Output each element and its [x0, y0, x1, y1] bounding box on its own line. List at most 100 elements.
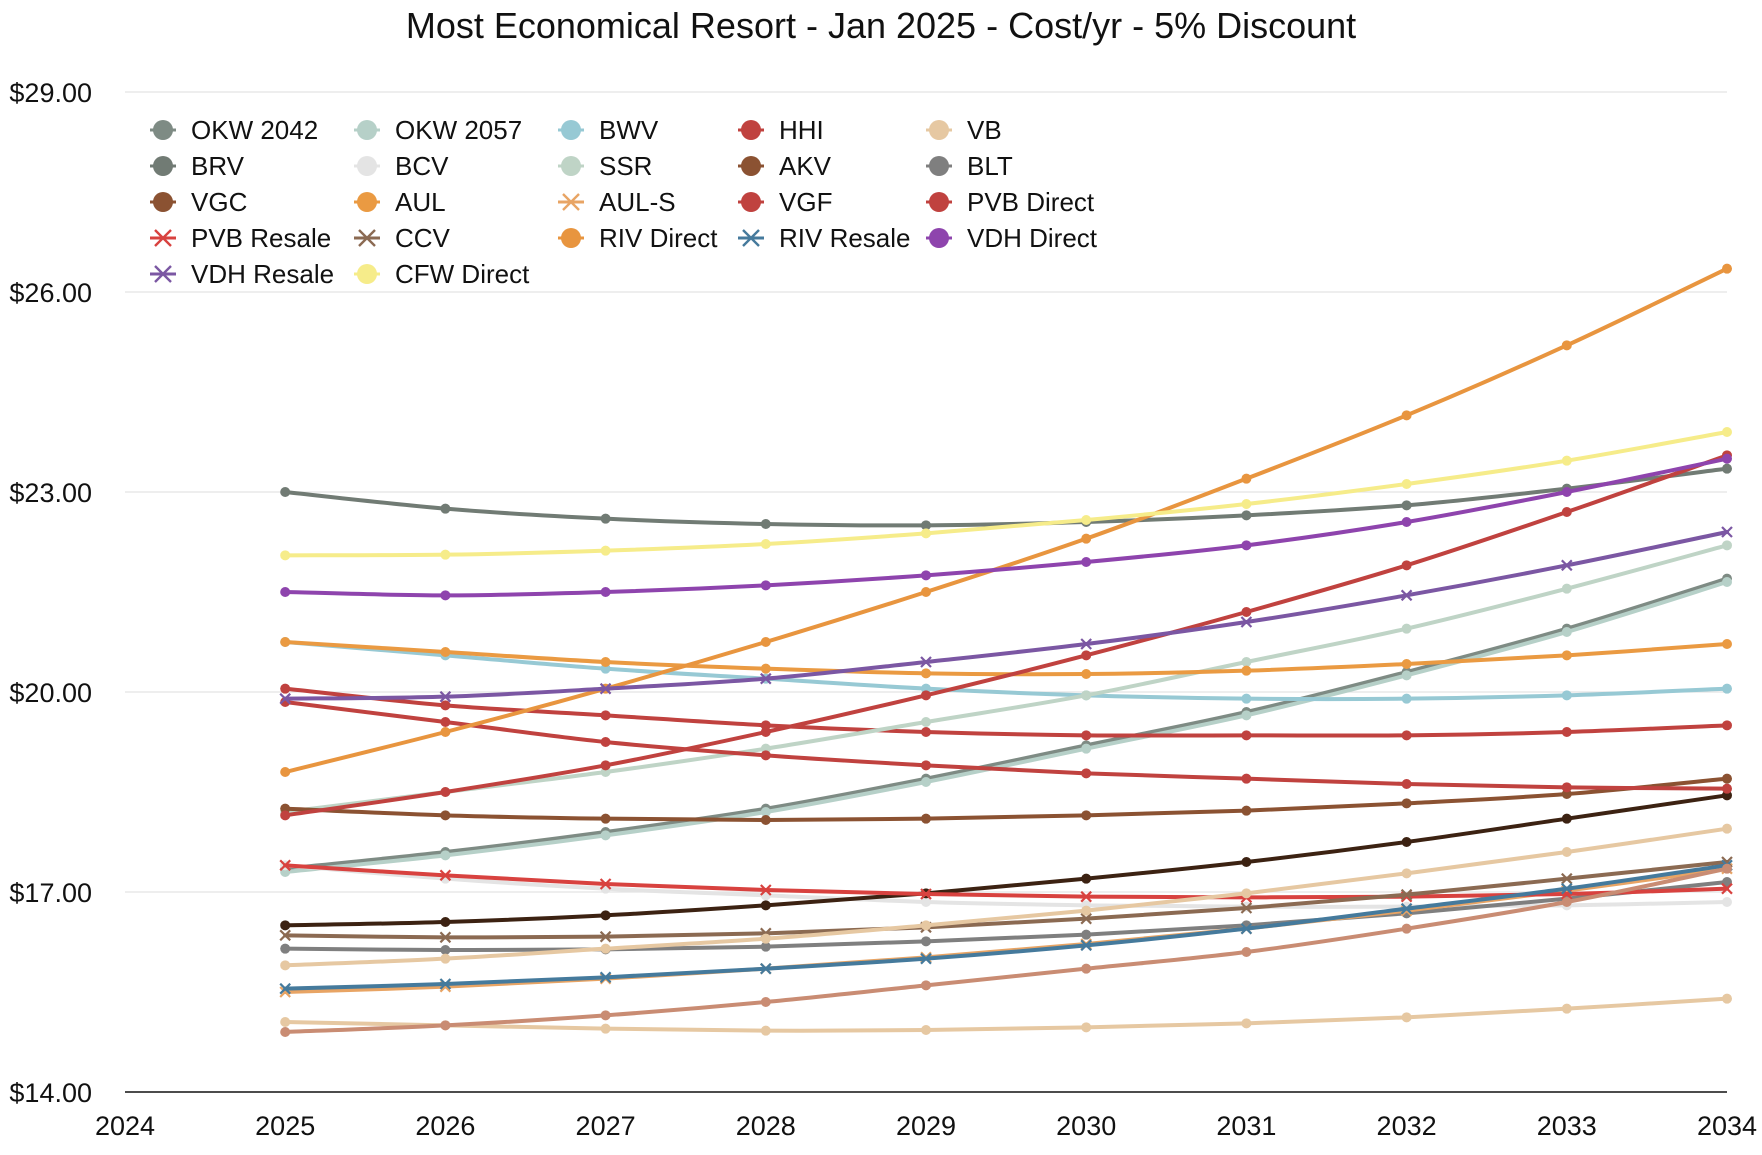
data-point	[1081, 557, 1092, 567]
data-point	[1081, 905, 1092, 916]
data-point	[921, 920, 931, 931]
data-point	[921, 777, 931, 787]
chart-title: Most Economical Resort - Jan 2025 - Cost…	[406, 5, 1356, 46]
data-point	[280, 920, 291, 931]
legend-item-aul[interactable]: AUL	[354, 187, 446, 217]
data-point	[439, 978, 452, 990]
legend-item-aul-s[interactable]: AUL-S	[558, 187, 676, 217]
legend-item-okw-2057[interactable]: OKW 2057	[354, 115, 522, 145]
legend-item-ssr[interactable]: SSR	[558, 151, 652, 181]
data-point	[1401, 779, 1412, 789]
data-point	[1561, 1003, 1572, 1014]
series-line	[283, 996, 1729, 1033]
data-point	[921, 813, 931, 824]
series-line	[283, 466, 1729, 528]
data-point	[921, 1025, 931, 1035]
legend-label: SSR	[599, 151, 652, 181]
data-point	[280, 1017, 291, 1027]
data-point	[600, 830, 611, 841]
legend-item-vdh-direct[interactable]: VDH Direct	[926, 223, 1098, 253]
legend-label: VGC	[191, 187, 247, 217]
data-point	[1401, 517, 1412, 527]
data-point	[1401, 623, 1412, 634]
data-point	[1401, 500, 1412, 511]
data-point	[1241, 510, 1252, 521]
legend-item-bwv[interactable]: BWV	[558, 115, 659, 145]
data-point	[279, 859, 291, 872]
x-tick-label: 2025	[255, 1111, 315, 1141]
legend-item-vgc[interactable]: VGC	[150, 187, 247, 217]
data-point	[1722, 540, 1732, 551]
data-point	[1561, 627, 1572, 637]
data-point	[280, 587, 291, 597]
data-point	[280, 767, 291, 777]
data-point	[1561, 813, 1572, 824]
data-point	[760, 580, 771, 591]
legend-item-brv[interactable]: BRV	[150, 151, 245, 181]
series-line	[283, 266, 1729, 774]
series-ccv	[279, 856, 1733, 944]
data-point	[600, 710, 611, 721]
data-point	[1241, 665, 1252, 676]
legend-x-marker	[154, 229, 172, 247]
data-point	[440, 503, 451, 514]
legend-item-vgf[interactable]: VGF	[738, 187, 832, 217]
data-point	[440, 953, 451, 964]
series-riv-direct	[280, 263, 1732, 777]
data-point	[1241, 657, 1252, 667]
y-tick-label: $17.00	[9, 878, 92, 908]
y-tick-label: $20.00	[9, 678, 92, 708]
legend-circle-marker	[153, 120, 173, 140]
legend-label: CCV	[395, 223, 451, 253]
legend-item-akv[interactable]: AKV	[738, 151, 832, 181]
legend-item-riv-direct[interactable]: RIV Direct	[558, 223, 718, 253]
legend-circle-marker	[929, 156, 949, 176]
data-point	[1401, 479, 1412, 489]
data-point	[921, 897, 931, 907]
data-point	[1722, 577, 1732, 587]
data-point	[600, 657, 611, 667]
data-point	[760, 997, 771, 1007]
data-point	[440, 700, 451, 711]
data-point	[760, 727, 771, 737]
x-tick-label: 2029	[896, 1111, 956, 1141]
data-point	[599, 682, 612, 695]
legend-item-hhi[interactable]: HHI	[738, 115, 824, 145]
data-point	[760, 1025, 771, 1036]
series-vgc	[280, 773, 1732, 825]
legend-item-blt[interactable]: BLT	[926, 151, 1013, 181]
legend-item-cfw-direct[interactable]: CFW Direct	[354, 259, 530, 289]
data-point	[600, 737, 611, 747]
data-point	[600, 760, 611, 771]
data-point	[280, 810, 291, 821]
data-point	[1561, 455, 1572, 466]
data-point	[921, 570, 931, 581]
legend-item-vb[interactable]: VB	[926, 115, 1002, 145]
legend-item-riv-resale[interactable]: RIV Resale	[738, 223, 911, 253]
data-point	[279, 692, 291, 705]
legend-item-bcv[interactable]: BCV	[354, 151, 449, 181]
legend-item-okw-2042[interactable]: OKW 2042	[150, 115, 318, 145]
data-point	[1401, 1012, 1412, 1023]
data-point	[760, 637, 771, 647]
series-line	[283, 576, 1729, 871]
data-point	[1722, 823, 1732, 834]
grid-lines	[125, 91, 1727, 893]
data-point	[760, 750, 771, 761]
data-point	[1401, 923, 1412, 934]
data-point	[1561, 487, 1572, 497]
data-point	[440, 647, 451, 657]
legend-item-vdh-resale[interactable]: VDH Resale	[150, 259, 334, 289]
series-riv-resale	[279, 859, 1733, 995]
legend-item-pvb-direct[interactable]: PVB Direct	[926, 187, 1095, 217]
series-line	[283, 863, 1729, 900]
data-point	[439, 690, 452, 703]
data-point	[921, 520, 931, 531]
data-point	[1081, 768, 1092, 779]
data-point	[1722, 877, 1732, 887]
data-point	[600, 1023, 611, 1034]
data-point	[1241, 773, 1252, 784]
legend-item-ccv[interactable]: CCV	[354, 223, 451, 253]
legend-label: VDH Direct	[967, 223, 1098, 253]
legend-item-pvb-resale[interactable]: PVB Resale	[150, 223, 331, 253]
